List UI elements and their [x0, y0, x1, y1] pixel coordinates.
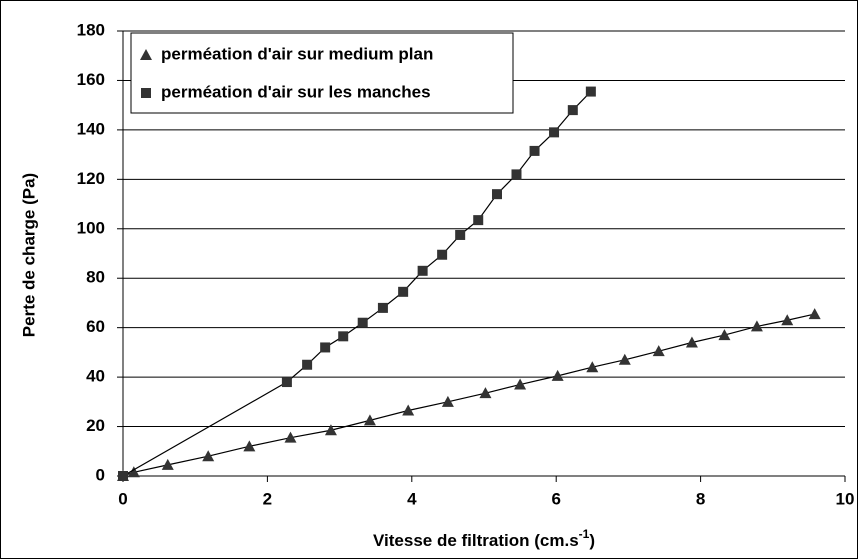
- triangle-marker: [161, 458, 174, 470]
- x-tick-label: 2: [263, 489, 272, 508]
- y-tick-label: 80: [86, 268, 105, 287]
- y-axis-label: Perte de charge (Pa): [19, 173, 38, 337]
- triangle-marker: [652, 345, 665, 357]
- triangle-marker: [808, 308, 821, 320]
- y-tick-label: 40: [86, 367, 105, 386]
- square-marker: [281, 377, 292, 388]
- square-marker: [455, 229, 466, 240]
- square-marker: [338, 331, 349, 342]
- triangle-marker: [202, 450, 215, 462]
- triangle-marker: [514, 378, 527, 390]
- y-tick-label: 100: [77, 218, 105, 237]
- triangle-marker: [781, 314, 794, 326]
- triangle-marker: [243, 440, 256, 452]
- square-marker: [377, 302, 388, 313]
- y-tick-label: 60: [86, 317, 105, 336]
- square-marker: [511, 169, 522, 180]
- y-tick-label: 180: [77, 20, 105, 39]
- square-marker: [585, 86, 596, 97]
- triangle-marker: [718, 329, 731, 341]
- y-tick-label: 160: [77, 70, 105, 89]
- square-marker: [320, 342, 331, 353]
- x-axis-label-sup: -1: [579, 527, 590, 541]
- y-tick-label: 0: [96, 465, 105, 484]
- square-marker: [529, 145, 540, 156]
- square-marker: [357, 317, 368, 328]
- x-tick-label: 10: [836, 489, 855, 508]
- x-tick-label: 4: [407, 489, 417, 508]
- triangle-marker: [551, 369, 564, 381]
- square-marker: [302, 359, 313, 370]
- square-marker: [437, 249, 448, 260]
- square-marker: [398, 286, 409, 297]
- triangle-marker: [685, 336, 698, 348]
- x-axis-label: Vitesse de filtration (cm.s-1): [373, 527, 595, 550]
- y-tick-label: 120: [77, 169, 105, 188]
- triangle-marker: [363, 414, 376, 426]
- square-marker: [473, 215, 484, 226]
- legend-box: [130, 32, 514, 114]
- triangle-marker: [618, 353, 631, 365]
- x-axis-label-text: Vitesse de filtration (cm.s: [373, 531, 579, 550]
- triangle-marker: [127, 466, 140, 478]
- triangle-marker: [586, 361, 599, 373]
- triangle-marker: [324, 424, 337, 436]
- x-axis-label-suffix: ): [589, 531, 595, 550]
- x-tick-label: 6: [551, 489, 560, 508]
- triangle-marker: [284, 431, 297, 443]
- y-tick-label: 140: [77, 119, 105, 138]
- square-marker: [491, 189, 502, 200]
- triangle-marker: [140, 49, 152, 60]
- square-marker: [567, 105, 578, 116]
- triangle-marker: [479, 387, 492, 399]
- square-marker: [118, 471, 128, 481]
- square-marker: [549, 127, 560, 138]
- triangle-marker: [402, 404, 415, 416]
- triangle-marker: [441, 395, 454, 407]
- legend-label: perméation d'air sur medium plan: [161, 44, 433, 63]
- y-tick-label: 20: [86, 416, 105, 435]
- square-marker: [141, 88, 151, 98]
- legend-label: perméation d'air sur les manches: [161, 82, 431, 101]
- square-marker: [417, 265, 428, 276]
- x-tick-label: 8: [696, 489, 705, 508]
- triangle-marker: [750, 320, 763, 332]
- x-tick-label: 0: [118, 489, 127, 508]
